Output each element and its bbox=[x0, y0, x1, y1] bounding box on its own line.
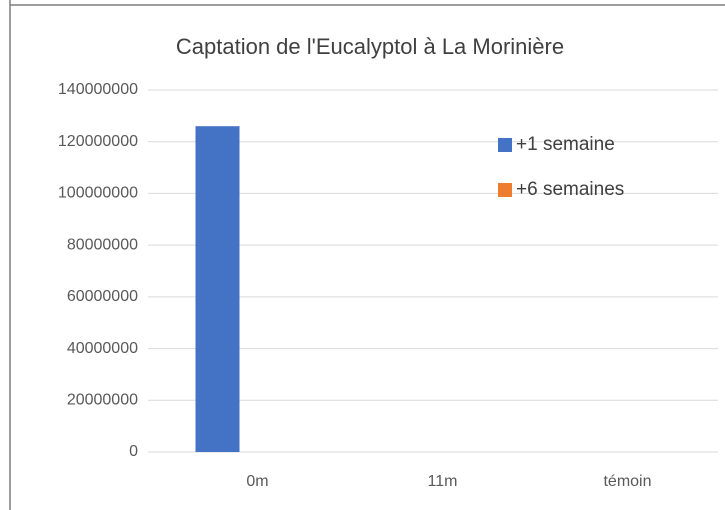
legend-label: +6 semaines bbox=[516, 179, 624, 200]
y-tick-label: 60000000 bbox=[67, 288, 138, 305]
y-tick-label: 0 bbox=[129, 443, 138, 460]
y-tick-label: 40000000 bbox=[67, 340, 138, 357]
y-tick-label: 80000000 bbox=[67, 236, 138, 253]
bar bbox=[195, 126, 240, 452]
legend-swatch bbox=[498, 183, 512, 197]
y-tick-label: 20000000 bbox=[67, 392, 138, 409]
y-tick-label: 120000000 bbox=[58, 133, 138, 150]
legend-swatch bbox=[498, 138, 512, 152]
x-tick-label: 11m bbox=[428, 473, 458, 490]
x-tick-label: témoin bbox=[603, 473, 651, 490]
legend-label: +1 semaine bbox=[516, 134, 615, 155]
x-tick-label: 0m bbox=[246, 473, 268, 490]
y-tick-label: 140000000 bbox=[58, 81, 138, 98]
y-tick-label: 100000000 bbox=[58, 185, 138, 202]
chart-title: Captation de l'Eucalyptol à La Morinière bbox=[176, 34, 564, 59]
